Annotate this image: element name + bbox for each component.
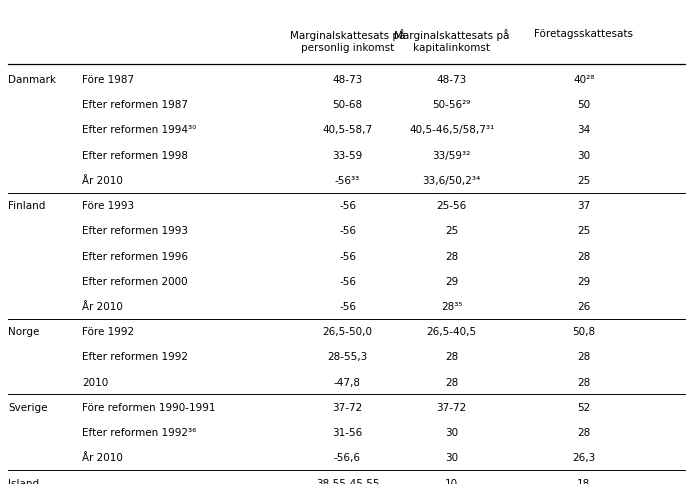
Text: 30: 30: [445, 427, 458, 437]
Text: 2010: 2010: [82, 377, 108, 387]
Text: 28: 28: [445, 377, 459, 387]
Text: 37: 37: [577, 201, 591, 211]
Text: -56,6: -56,6: [334, 453, 361, 462]
Text: Före reformen 1990-1991: Före reformen 1990-1991: [82, 402, 215, 412]
Text: 18: 18: [577, 478, 591, 484]
Text: Marginalskattesats på
kapitalinkomst: Marginalskattesats på kapitalinkomst: [394, 29, 509, 52]
Text: 38,55-45,55: 38,55-45,55: [316, 478, 379, 484]
Text: 28: 28: [577, 251, 591, 261]
Text: 25: 25: [577, 176, 591, 185]
Text: 37-72: 37-72: [332, 402, 363, 412]
Text: Före 1987: Före 1987: [82, 75, 134, 85]
Text: 28: 28: [445, 251, 459, 261]
Text: Island: Island: [8, 478, 40, 484]
Text: Finland: Finland: [8, 201, 46, 211]
Text: 33/59³²: 33/59³²: [432, 151, 471, 160]
Text: Före 1992: Före 1992: [82, 327, 134, 336]
Text: 10: 10: [445, 478, 458, 484]
Text: År 2010: År 2010: [82, 302, 123, 311]
Text: 48-73: 48-73: [332, 75, 363, 85]
Text: 33-59: 33-59: [332, 151, 363, 160]
Text: -56: -56: [339, 201, 356, 211]
Text: 25-56: 25-56: [436, 201, 467, 211]
Text: -56³³: -56³³: [335, 176, 360, 185]
Text: Norge: Norge: [8, 327, 40, 336]
Text: 37-72: 37-72: [436, 402, 467, 412]
Text: 26,5-50,0: 26,5-50,0: [322, 327, 373, 336]
Text: Efter reformen 1993: Efter reformen 1993: [82, 226, 188, 236]
Text: Efter reformen 1998: Efter reformen 1998: [82, 151, 188, 160]
Text: 40,5-58,7: 40,5-58,7: [322, 125, 373, 135]
Text: Efter reformen 1996: Efter reformen 1996: [82, 251, 188, 261]
Text: -56: -56: [339, 276, 356, 286]
Text: 48-73: 48-73: [436, 75, 467, 85]
Text: 28: 28: [577, 427, 591, 437]
Text: 50-68: 50-68: [332, 100, 363, 110]
Text: 30: 30: [445, 453, 458, 462]
Text: -47,8: -47,8: [334, 377, 361, 387]
Text: Efter reformen 1987: Efter reformen 1987: [82, 100, 188, 110]
Text: 33,6/50,2³⁴: 33,6/50,2³⁴: [423, 176, 481, 185]
Text: 40²⁸: 40²⁸: [573, 75, 594, 85]
Text: -56: -56: [339, 302, 356, 311]
Text: Före 1993: Före 1993: [82, 201, 134, 211]
Text: 29: 29: [445, 276, 459, 286]
Text: Efter reformen 1994³⁰: Efter reformen 1994³⁰: [82, 125, 197, 135]
Text: 25: 25: [445, 226, 459, 236]
Text: 50: 50: [578, 100, 590, 110]
Text: 40,5-46,5/58,7³¹: 40,5-46,5/58,7³¹: [409, 125, 494, 135]
Text: Efter reformen 2000: Efter reformen 2000: [82, 276, 188, 286]
Text: 29: 29: [577, 276, 591, 286]
Text: -56: -56: [339, 226, 356, 236]
Text: 28: 28: [445, 352, 459, 362]
Text: Efter reformen 1992: Efter reformen 1992: [82, 352, 188, 362]
Text: Danmark: Danmark: [8, 75, 56, 85]
Text: Sverige: Sverige: [8, 402, 48, 412]
Text: 30: 30: [578, 151, 590, 160]
Text: 26,5-40,5: 26,5-40,5: [427, 327, 477, 336]
Text: 28: 28: [577, 377, 591, 387]
Text: 26,3: 26,3: [572, 453, 596, 462]
Text: -56: -56: [339, 251, 356, 261]
Text: 28³⁵: 28³⁵: [441, 302, 462, 311]
Text: 25: 25: [577, 226, 591, 236]
Text: 31-56: 31-56: [332, 427, 363, 437]
Text: Efter reformen 1992³⁶: Efter reformen 1992³⁶: [82, 427, 197, 437]
Text: 28-55,3: 28-55,3: [327, 352, 368, 362]
Text: 28: 28: [577, 352, 591, 362]
Text: Marginalskattesats på
personlig inkomst: Marginalskattesats på personlig inkomst: [290, 29, 405, 52]
Text: 50,8: 50,8: [572, 327, 596, 336]
Text: 52: 52: [577, 402, 591, 412]
Text: År 2010: År 2010: [82, 453, 123, 462]
Text: 50-56²⁹: 50-56²⁹: [432, 100, 471, 110]
Text: 26: 26: [577, 302, 591, 311]
Text: 34: 34: [577, 125, 591, 135]
Text: År 2010: År 2010: [82, 176, 123, 185]
Text: Företagsskattesats: Företagsskattesats: [534, 29, 633, 39]
